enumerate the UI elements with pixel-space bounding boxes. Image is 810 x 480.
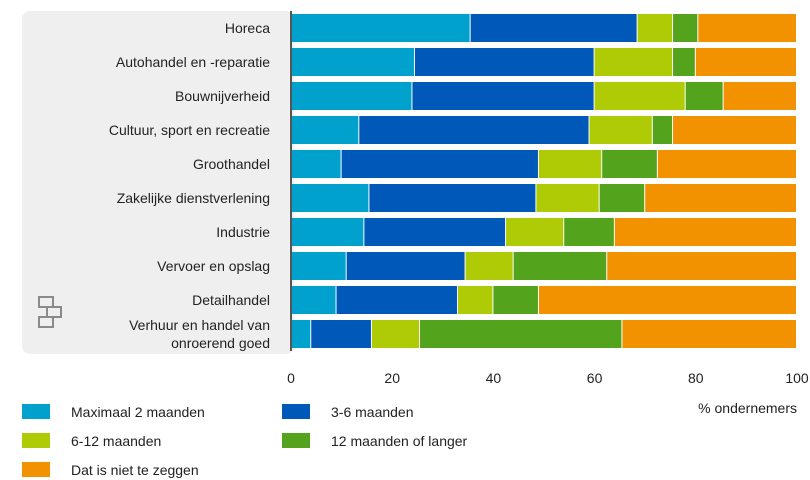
bar-segment bbox=[536, 184, 599, 212]
legend-label: 12 maanden of langer bbox=[331, 433, 468, 449]
bar-segment bbox=[723, 82, 796, 110]
legend-label: Dat is niet te zeggen bbox=[71, 462, 199, 478]
bar-segment bbox=[564, 218, 614, 246]
label-panel bbox=[22, 11, 294, 354]
bar-segment bbox=[341, 150, 538, 178]
bar-segment bbox=[369, 184, 536, 212]
category-label: Vervoer en opslag bbox=[157, 258, 270, 274]
bar-segment bbox=[291, 48, 414, 76]
bar-segment bbox=[291, 320, 311, 348]
x-axis-ticks: 0 20 40 60 80 100 bbox=[287, 370, 809, 386]
bar-segment bbox=[420, 320, 622, 348]
bar-segment bbox=[622, 320, 796, 348]
bar-segment bbox=[291, 252, 346, 280]
x-tick-label: 0 bbox=[287, 370, 295, 386]
bar-segment bbox=[493, 286, 538, 314]
bar-segment bbox=[291, 184, 369, 212]
category-label: Verhuur en handel van bbox=[129, 317, 270, 333]
bar-segment bbox=[599, 184, 645, 212]
legend-swatch bbox=[22, 433, 50, 448]
bar-segment bbox=[538, 286, 796, 314]
legend-label: Maximaal 2 maanden bbox=[71, 404, 205, 420]
bar-segment bbox=[652, 116, 673, 144]
x-tick-label: 60 bbox=[587, 370, 603, 386]
bar-segment bbox=[607, 252, 796, 280]
x-axis-title: % ondernemers bbox=[698, 400, 797, 416]
legend-swatch bbox=[282, 433, 310, 448]
bar-segment bbox=[346, 252, 465, 280]
category-label: Horeca bbox=[225, 20, 270, 36]
category-label: onroerend goed bbox=[171, 335, 270, 351]
bar-segment bbox=[614, 218, 796, 246]
legend-swatch bbox=[282, 404, 310, 419]
bar-segment bbox=[291, 150, 341, 178]
category-label: Cultuur, sport en recreatie bbox=[109, 122, 270, 138]
bar-segment bbox=[336, 286, 457, 314]
category-label: Autohandel en -reparatie bbox=[116, 54, 270, 70]
legend-swatch bbox=[22, 404, 50, 419]
category-label: Groothandel bbox=[193, 156, 270, 172]
bar-segment bbox=[513, 252, 607, 280]
bar-segment bbox=[657, 150, 796, 178]
bar-segment bbox=[291, 286, 336, 314]
x-tick-label: 100 bbox=[785, 370, 809, 386]
bar-segment bbox=[645, 184, 796, 212]
bar-segment bbox=[359, 116, 589, 144]
bar-segment bbox=[673, 116, 796, 144]
bar-segment bbox=[465, 252, 513, 280]
bar-segment bbox=[457, 286, 493, 314]
bar-segment bbox=[594, 48, 673, 76]
bar-segment bbox=[412, 82, 594, 110]
category-label: Detailhandel bbox=[192, 292, 270, 308]
category-labels: Horeca Autohandel en -reparatie Bouwnijver… bbox=[109, 20, 270, 351]
bar-segment bbox=[311, 320, 371, 348]
bar-segment bbox=[695, 48, 796, 76]
bar-segment bbox=[291, 82, 412, 110]
bar-segment bbox=[371, 320, 420, 348]
bar-segment bbox=[291, 14, 470, 42]
bars-group bbox=[291, 14, 796, 348]
bar-segment bbox=[589, 116, 652, 144]
legend-swatch bbox=[22, 462, 50, 477]
bar-segment bbox=[602, 150, 657, 178]
category-label: Industrie bbox=[216, 224, 270, 240]
bar-segment bbox=[594, 82, 685, 110]
legend-label: 3-6 maanden bbox=[331, 404, 414, 420]
bar-segment bbox=[673, 14, 698, 42]
legend-label: 6-12 maanden bbox=[71, 433, 161, 449]
bar-segment bbox=[291, 116, 359, 144]
x-tick-label: 20 bbox=[384, 370, 400, 386]
bar-segment bbox=[673, 48, 695, 76]
legend: Maximaal 2 maanden 3-6 maanden 6-12 maande… bbox=[22, 404, 468, 478]
bar-segment bbox=[470, 14, 637, 42]
bar-segment bbox=[414, 48, 594, 76]
bar-segment bbox=[685, 82, 723, 110]
bar-segment bbox=[364, 218, 506, 246]
x-tick-label: 40 bbox=[486, 370, 502, 386]
bar-segment bbox=[291, 218, 364, 246]
cbs-logo bbox=[38, 296, 62, 328]
bar-segment bbox=[538, 150, 602, 178]
x-tick-label: 80 bbox=[688, 370, 704, 386]
category-label: Zakelijke dienstverlening bbox=[117, 190, 270, 206]
bar-segment bbox=[637, 14, 673, 42]
bar-segment bbox=[698, 14, 796, 42]
bar-segment bbox=[506, 218, 564, 246]
category-label: Bouwnijverheid bbox=[175, 88, 270, 104]
